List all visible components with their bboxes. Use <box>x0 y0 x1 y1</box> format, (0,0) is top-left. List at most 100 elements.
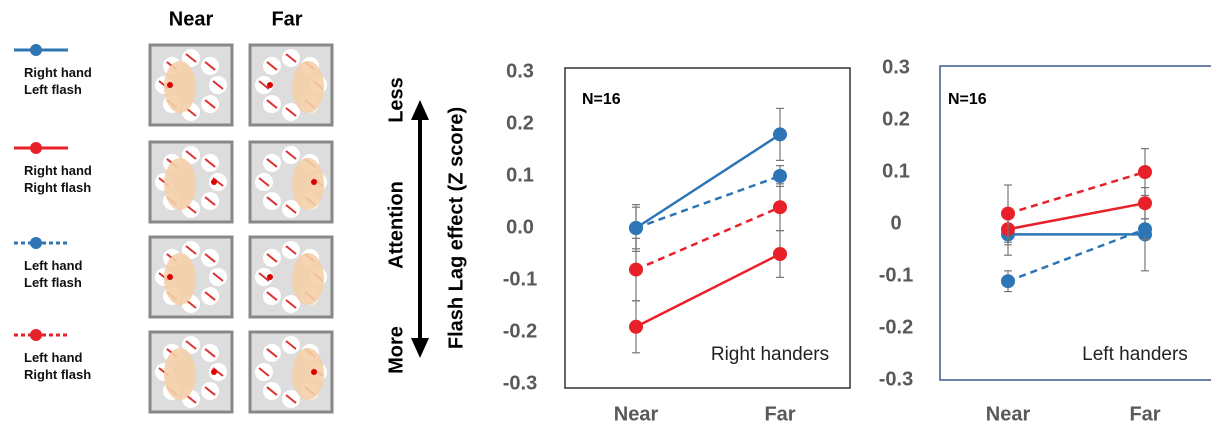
marker <box>773 200 787 215</box>
hand <box>292 348 324 400</box>
annotation: N=16 <box>948 91 987 108</box>
marker <box>629 221 643 235</box>
stimulus-bar <box>204 99 216 109</box>
stimulus-bar <box>212 272 224 282</box>
stimulus-bar <box>266 61 278 71</box>
stimulus-bar <box>266 253 278 263</box>
column-header: Near <box>169 8 214 30</box>
hand <box>164 158 196 210</box>
legend-label: Right hand Left flash <box>24 65 92 97</box>
legend-label: Left hand Right flash <box>24 350 92 382</box>
plot-frame <box>564 67 851 389</box>
legend-marker <box>30 237 42 249</box>
stimulus-bar <box>266 348 278 358</box>
stimulus-bar <box>266 196 278 206</box>
y-tick-label: 0 <box>890 212 901 234</box>
stimulus-bar <box>266 99 278 109</box>
stimulus-bar <box>204 158 216 168</box>
marker <box>773 169 787 183</box>
arrow-head <box>411 100 429 120</box>
hand <box>292 61 324 113</box>
y-tick-label: 0.0 <box>506 216 534 238</box>
flash <box>267 82 273 88</box>
stimulus-bar <box>204 291 216 301</box>
marker <box>1138 196 1152 211</box>
stimulus-bar <box>258 177 270 187</box>
arrow-bottom: More <box>385 326 407 374</box>
stimulus-bar <box>285 204 297 214</box>
y-tick-label: 0.3 <box>882 56 910 78</box>
flash <box>167 82 173 88</box>
stimulus-bar <box>204 196 216 206</box>
marker <box>773 247 787 261</box>
stimulus-bar <box>285 53 297 63</box>
legend-label: Right hand Right flash <box>24 163 92 195</box>
y-tick-label: 0.3 <box>506 60 534 82</box>
y-tick-label: -0.3 <box>879 368 913 390</box>
flash <box>211 369 217 375</box>
series-line <box>1007 228 1146 283</box>
flash <box>167 274 173 280</box>
stimulus-bar <box>266 158 278 168</box>
annotation: N=16 <box>582 91 621 108</box>
y-tick-label: -0.1 <box>503 268 537 290</box>
legend-marker <box>30 142 42 154</box>
arrow-top: Less <box>385 77 407 123</box>
flash <box>311 179 317 185</box>
stimulus-bar <box>204 253 216 263</box>
marker <box>1001 274 1015 289</box>
stimulus-bar <box>204 348 216 358</box>
plot-frame <box>939 65 1211 381</box>
stimulus-bar <box>204 386 216 396</box>
stimulus-bar <box>212 80 224 90</box>
stimulus-bar <box>185 340 197 350</box>
y-tick-label: -0.1 <box>879 264 913 286</box>
hand <box>164 348 196 400</box>
marker <box>1001 206 1015 221</box>
x-tick-label: Near <box>986 403 1031 425</box>
flash <box>311 369 317 375</box>
column-header: Far <box>271 8 302 30</box>
stimulus-bar <box>258 80 270 90</box>
x-tick-label: Far <box>1129 403 1160 425</box>
series-line <box>635 252 781 328</box>
x-tick-label: Near <box>614 403 659 425</box>
y-axis-label: Flash Lag effect (Z score) <box>445 107 467 349</box>
group-label: Left handers <box>1082 344 1188 365</box>
stimulus-bar <box>285 299 297 309</box>
y-tick-label: -0.2 <box>503 320 537 342</box>
legend-marker <box>30 44 42 56</box>
hand <box>292 158 324 210</box>
marker <box>773 127 787 142</box>
stimulus-bar <box>285 340 297 350</box>
stimulus-bar <box>285 394 297 404</box>
series-line <box>635 174 781 230</box>
y-tick-label: 0.1 <box>506 164 534 186</box>
marker <box>1138 165 1152 179</box>
stimulus-bar <box>266 291 278 301</box>
group-label: Right handers <box>711 344 829 365</box>
y-tick-label: 0.2 <box>882 108 910 130</box>
legend-marker <box>30 329 42 341</box>
arrow-label: Attention <box>385 181 407 269</box>
marker <box>1138 222 1152 237</box>
stimulus-bar <box>285 150 297 160</box>
x-tick-label: Far <box>764 403 795 425</box>
stimulus-bar <box>266 386 278 396</box>
y-tick-label: -0.2 <box>879 316 913 338</box>
flash <box>211 179 217 185</box>
marker <box>629 319 643 334</box>
stimulus-bar <box>285 107 297 117</box>
series-line <box>1007 201 1146 231</box>
stimulus-bar <box>185 245 197 255</box>
hand <box>292 253 324 305</box>
y-tick-label: 0.1 <box>882 160 910 182</box>
stimulus-bar <box>285 245 297 255</box>
hand <box>164 61 196 113</box>
flash <box>267 274 273 280</box>
legend-label: Left hand Left flash <box>24 258 83 290</box>
y-tick-label: -0.3 <box>503 372 537 394</box>
series-line <box>635 206 781 271</box>
